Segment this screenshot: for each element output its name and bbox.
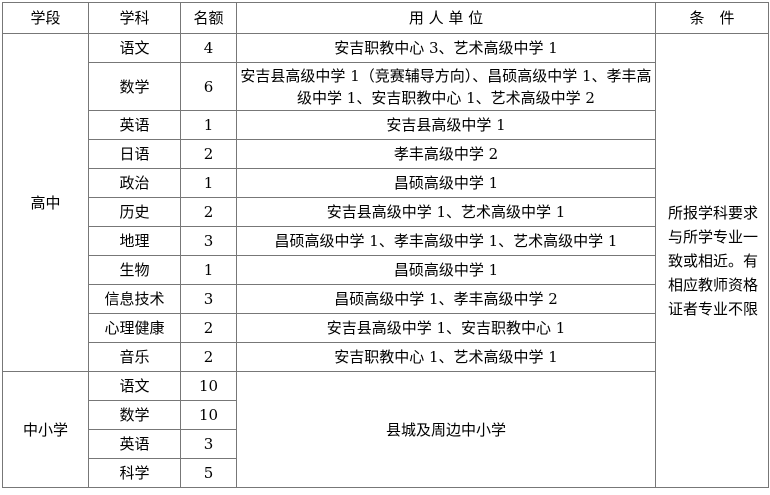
- subject-cell: 音乐: [88, 342, 181, 372]
- subject-cell: 日语: [88, 139, 181, 169]
- units-cell: 安吉县高级中学 1、安吉职教中心 1: [236, 313, 656, 343]
- stage-cell: 高中: [2, 33, 89, 372]
- condition-cell: 所报学科要求与所学专业一致或相近。有相应教师资格证者专业不限: [655, 33, 769, 488]
- table-row: 高中 语文 4 安吉职教中心 3、艺术高级中学 1 所报学科要求与所学专业一致或相近。有…: [2, 33, 769, 488]
- count-cell: 2: [180, 342, 237, 372]
- units-cell: 昌硕高级中学 1: [236, 255, 656, 285]
- count-cell: 2: [180, 139, 237, 169]
- units-cell: 安吉县高级中学 1: [236, 110, 656, 140]
- units-cell: 安吉县高级中学 1（竞赛辅导方向）、昌硕高级中学 1、孝丰高级中学 1、安吉职教…: [236, 62, 656, 111]
- subject-cell: 科学: [88, 458, 181, 488]
- units-cell: 孝丰高级中学 2: [236, 139, 656, 169]
- units-cell: 昌硕高级中学 1、孝丰高级中学 1、艺术高级中学 1: [236, 226, 656, 256]
- header-stage: 学段: [2, 2, 89, 34]
- count-cell: 10: [180, 371, 237, 401]
- subject-cell: 生物: [88, 255, 181, 285]
- header-row: 学段 学科 名额 用 人 单 位 条 件: [2, 2, 769, 34]
- count-cell: 1: [180, 255, 237, 285]
- subject-cell: 数学: [88, 400, 181, 430]
- table-row: 英语 3: [3, 429, 769, 459]
- table-row: 地理 3 昌硕高级中学 1、孝丰高级中学 1、艺术高级中学 1: [3, 226, 769, 256]
- units-cell: 县城及周边中小学: [236, 371, 656, 488]
- count-cell: 3: [180, 429, 237, 459]
- units-cell: 安吉县高级中学 1、艺术高级中学 1: [236, 197, 656, 227]
- count-cell: 2: [180, 197, 237, 227]
- table-row: 心理健康 2 安吉县高级中学 1、安吉职教中心 1: [3, 313, 769, 343]
- header-units: 用 人 单 位: [236, 2, 656, 34]
- table-row: 政治 1 昌硕高级中学 1: [3, 168, 769, 198]
- units-cell: 安吉职教中心 1、艺术高级中学 1: [236, 342, 656, 372]
- table-row: 英语 1 安吉县高级中学 1: [3, 110, 769, 140]
- count-cell: 1: [180, 168, 237, 198]
- header-count: 名额: [180, 2, 237, 34]
- stage-cell: 中小学: [2, 371, 89, 488]
- subject-cell: 政治: [88, 168, 181, 198]
- table-row: 中小学 语文 10 县城及周边中小学: [2, 371, 769, 488]
- subject-cell: 地理: [88, 226, 181, 256]
- count-cell: 4: [180, 33, 237, 63]
- count-cell: 5: [180, 458, 237, 488]
- count-cell: 10: [180, 400, 237, 430]
- table-row: 科学 5: [3, 458, 769, 488]
- header-condition: 条 件: [655, 2, 769, 34]
- subject-cell: 历史: [88, 197, 181, 227]
- count-cell: 6: [180, 62, 237, 111]
- count-cell: 3: [180, 284, 237, 314]
- subject-cell: 心理健康: [88, 313, 181, 343]
- subject-cell: 英语: [88, 429, 181, 459]
- count-cell: 2: [180, 313, 237, 343]
- recruitment-table: 学段 学科 名额 用 人 单 位 条 件 高中 语文 4 安吉职教中心 3、艺术高级中…: [2, 2, 769, 488]
- units-cell: 昌硕高级中学 1: [236, 168, 656, 198]
- subject-cell: 信息技术: [88, 284, 181, 314]
- subject-cell: 数学: [88, 62, 181, 111]
- table-row: 数学 6 安吉县高级中学 1（竞赛辅导方向）、昌硕高级中学 1、孝丰高级中学 1、安…: [3, 62, 769, 111]
- table-row: 生物 1 昌硕高级中学 1: [3, 255, 769, 285]
- table-row: 数学 10: [3, 400, 769, 430]
- header-subject: 学科: [88, 2, 181, 34]
- table-row: 日语 2 孝丰高级中学 2: [3, 139, 769, 169]
- subject-cell: 语文: [88, 371, 181, 401]
- units-cell: 安吉职教中心 3、艺术高级中学 1: [236, 33, 656, 63]
- count-cell: 1: [180, 110, 237, 140]
- table-row: 音乐 2 安吉职教中心 1、艺术高级中学 1: [3, 342, 769, 372]
- table-row: 历史 2 安吉县高级中学 1、艺术高级中学 1: [3, 197, 769, 227]
- table-row: 信息技术 3 昌硕高级中学 1、孝丰高级中学 2: [3, 284, 769, 314]
- units-cell: 昌硕高级中学 1、孝丰高级中学 2: [236, 284, 656, 314]
- count-cell: 3: [180, 226, 237, 256]
- subject-cell: 英语: [88, 110, 181, 140]
- subject-cell: 语文: [88, 33, 181, 63]
